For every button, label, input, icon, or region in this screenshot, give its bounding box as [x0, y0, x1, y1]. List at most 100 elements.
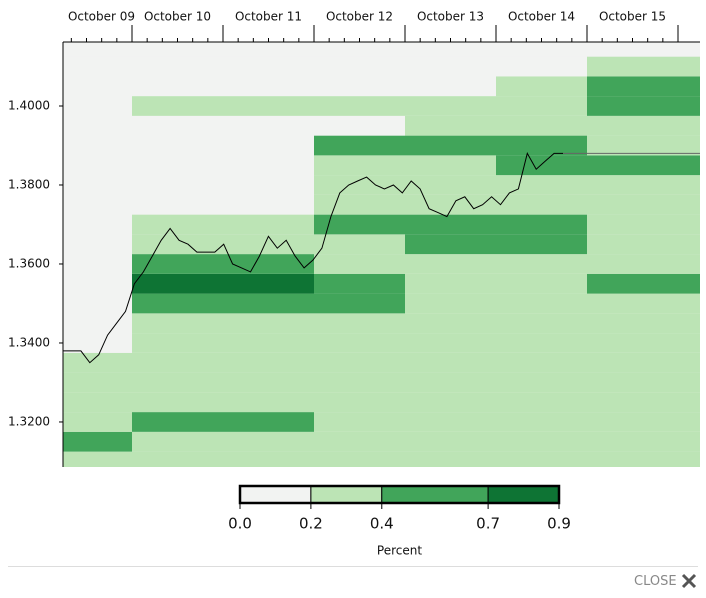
heat-cell	[496, 155, 587, 176]
heat-cell	[496, 76, 587, 97]
heat-cell	[405, 412, 496, 432]
heat-cell	[132, 175, 223, 195]
heat-cell	[223, 412, 314, 432]
heat-cell	[223, 313, 314, 334]
heat-cell	[405, 76, 496, 97]
heat-cell	[223, 76, 314, 97]
heat-cell	[132, 194, 223, 215]
heat-cell	[405, 293, 496, 314]
chart: October 09 October 10 October 11 October 12…	[8, 10, 700, 558]
heat-cell	[63, 135, 132, 156]
x-tick-label: October 10	[144, 10, 211, 24]
x-tick-label: October 13	[417, 10, 484, 24]
x-tick-label: October 15	[599, 10, 666, 24]
heat-cell	[314, 234, 405, 255]
price-line	[63, 152, 563, 364]
x-tick-label: October 09	[68, 10, 135, 24]
heat-cell	[63, 352, 132, 373]
heat-cell	[223, 431, 314, 452]
heat-cell	[223, 135, 314, 156]
heat-cell	[223, 293, 314, 314]
heat-cell	[132, 42, 223, 57]
heat-cell	[587, 194, 700, 215]
heat-cell	[132, 273, 223, 294]
heat-cell	[63, 115, 132, 136]
heat-cell	[132, 352, 223, 373]
heat-cell	[63, 333, 132, 353]
heat-cell	[223, 194, 314, 215]
heat-cell	[587, 392, 700, 413]
heat-cell	[132, 115, 223, 136]
y-tick-label: 1.3200	[8, 414, 50, 428]
close-icon[interactable]	[681, 573, 697, 589]
heat-cell	[405, 333, 496, 353]
heat-cell	[132, 431, 223, 452]
heat-cell	[63, 412, 132, 432]
heat-cell	[587, 214, 700, 235]
heat-cell	[63, 293, 132, 314]
heat-cell	[587, 273, 700, 294]
heat-cell	[587, 76, 700, 97]
heat-cell	[405, 56, 496, 77]
heat-cell	[587, 135, 700, 156]
colorbar-label: Percent	[377, 544, 422, 558]
heat-cell	[314, 254, 405, 274]
heat-cell	[63, 214, 132, 235]
heat-cell	[132, 76, 223, 97]
heat-cell	[314, 392, 405, 413]
heat-cell	[496, 96, 587, 116]
heat-cell	[314, 293, 405, 314]
heat-cell	[314, 412, 405, 432]
heat-cell	[405, 115, 496, 136]
colorbar-tick-label: 0.2	[299, 515, 323, 533]
colorbar-swatch	[381, 485, 489, 504]
heat-cell	[314, 333, 405, 353]
heat-cell	[496, 175, 587, 195]
heat-cell	[314, 313, 405, 334]
heat-cell	[223, 392, 314, 413]
heat-cell	[314, 352, 405, 373]
heat-cell	[223, 115, 314, 136]
x-tick-label: October 14	[508, 10, 575, 24]
heat-cell	[223, 352, 314, 373]
y-tick-label: 1.3600	[8, 256, 50, 270]
heat-cell	[223, 254, 314, 274]
heat-cell	[132, 214, 223, 235]
close-label[interactable]: CLOSE	[634, 573, 677, 589]
heat-cell	[496, 214, 587, 235]
heat-cell	[314, 372, 405, 393]
heat-cell	[405, 392, 496, 413]
heat-cell	[587, 333, 700, 353]
heat-cell	[496, 42, 587, 57]
heat-cell	[223, 273, 314, 294]
heat-cell	[63, 392, 132, 413]
heat-cell	[496, 372, 587, 393]
heat-cell	[223, 333, 314, 353]
heat-cell	[496, 56, 587, 77]
heat-cell	[314, 96, 405, 116]
heat-cell	[587, 175, 700, 195]
colorbar-swatch	[487, 485, 560, 504]
heat-cell	[496, 392, 587, 413]
heat-cell	[587, 254, 700, 274]
heat-cell	[496, 412, 587, 432]
heat-cell	[587, 412, 700, 432]
heat-cell	[223, 96, 314, 116]
heat-cell	[587, 372, 700, 393]
close-button[interactable]: CLOSE	[634, 573, 697, 589]
heat-cell	[496, 135, 587, 156]
heat-cell	[496, 234, 587, 255]
colorbar-swatch	[239, 485, 312, 504]
heat-cell	[63, 56, 132, 77]
heat-cell	[314, 451, 405, 467]
heat-cell	[223, 372, 314, 393]
heat-cell	[132, 135, 223, 156]
x-tick-label: October 11	[235, 10, 302, 24]
heat-cell	[314, 155, 405, 176]
heat-cell	[63, 42, 132, 57]
heat-cell	[63, 76, 132, 97]
heat-cell	[132, 293, 223, 314]
heat-cell	[405, 135, 496, 156]
heat-cell	[405, 313, 496, 334]
